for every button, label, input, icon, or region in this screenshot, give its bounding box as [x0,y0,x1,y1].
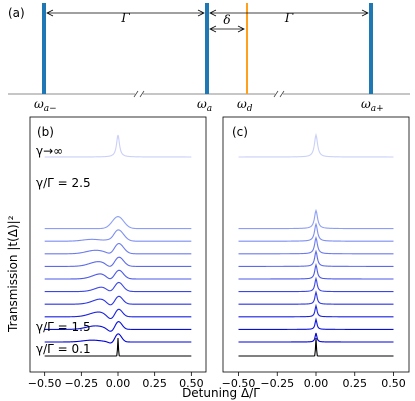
annotation-gamma-inf: γ→∞ [36,144,63,158]
arrow-head-right [197,9,205,17]
arrow-head-right [361,9,369,17]
curve-b-5 [44,281,192,293]
annotation-gamma-0-1: γ/Γ = 0.1 [36,342,91,356]
curve-b-1 [44,333,192,344]
curve-b-7 [44,256,192,267]
axis-break-mark [139,90,145,98]
curve-b-0 [44,337,192,357]
arrow-label-0: Γ [120,11,130,25]
level-label-a_plus: ωa+ [361,97,384,114]
curve-c-10 [238,208,394,230]
level-label-d: ωd [237,97,253,114]
curve-c-7 [238,249,394,267]
annotation-gamma-2-5: γ/Γ = 2.5 [36,176,91,190]
curve-b-11 [44,134,192,158]
curve-c-6 [238,263,394,280]
arrow-label-2: Γ [284,11,294,25]
arrow-head-left [209,25,217,33]
level-label-a_minus: ωa− [34,97,57,114]
curve-b-8 [44,243,192,255]
axis-break-gap [275,90,283,98]
x-tick-label: −0.25 [260,377,294,390]
annotation-gamma-1-5: γ/Γ = 1.5 [36,320,91,334]
axis-break-mark [279,90,285,98]
x-tick-label: 0.00 [304,377,329,390]
panel-b-label: (b) [37,125,54,139]
x-axis-label: Detuning Δ/Γ [182,386,260,400]
x-tick-label: −0.50 [222,377,256,390]
curve-b-3 [44,308,192,320]
curve-b-4 [44,295,192,306]
panel-a-label: (a) [8,6,25,20]
x-tick-label: −0.25 [64,377,98,390]
axis-break-mark [273,90,279,98]
panel-c-label: (c) [232,125,248,139]
arrow-head-right [237,25,245,33]
curve-b-6 [44,269,192,280]
x-tick-label: 0.25 [343,377,368,390]
y-axis-label: Transmission |t(Δ)|² [6,215,20,333]
x-tick-label: 0.00 [106,377,131,390]
curve-c-8 [238,235,394,255]
x-tick-label: −0.50 [28,377,62,390]
level-label-a: ωa [197,97,212,114]
curve-b-9 [44,229,192,242]
arrow-label-1: δ [223,13,230,27]
curve-b-2 [44,321,192,332]
panel-c: (c) −0.50 −0.25 0.00 0.25 0.50 [222,116,410,390]
curve-c-4 [238,290,394,305]
curve-c-5 [238,276,394,293]
curve-c-2 [238,317,394,330]
axis-break-gap [135,90,143,98]
curve-c-3 [238,303,394,318]
curve-b-10 [44,216,192,230]
curve-c-11 [238,132,394,158]
curve-c-0 [238,337,394,357]
x-tick-label: 0.50 [381,377,406,390]
x-tick-label: 0.50 [179,377,204,390]
x-tick-label: 0.25 [142,377,167,390]
curve-c-1 [238,332,394,343]
panel-b: (b) −0.50 −0.25 0.00 0.25 0.50 γ→∞ γ/Γ = 2.5… [28,116,207,390]
axis-break-mark [133,90,139,98]
arrow-head-left [209,9,217,17]
curve-c-9 [238,222,394,242]
arrow-head-left [46,9,54,17]
